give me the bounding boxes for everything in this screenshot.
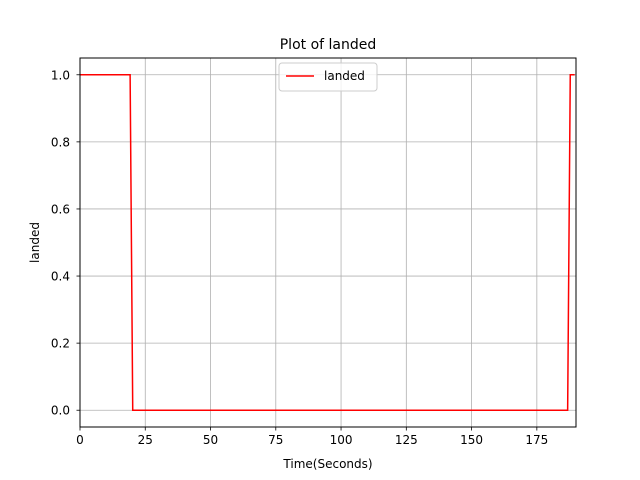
legend-box bbox=[278, 62, 378, 92]
series-line-landed bbox=[80, 74, 575, 411]
y-tick-label: 1.0 bbox=[51, 68, 70, 82]
plot-area bbox=[80, 58, 576, 427]
x-tick-label: 75 bbox=[268, 433, 283, 447]
x-tick-label: 50 bbox=[203, 433, 218, 447]
x-tick-label: 100 bbox=[330, 433, 353, 447]
y-tick-label: 0.4 bbox=[51, 270, 70, 284]
legend-label-landed: landed bbox=[324, 69, 365, 83]
axis-ticks: 0 25 50 75 100 125 150 175 0.0 0.2 0.4 0.6 0.8 1.0 bbox=[51, 68, 548, 447]
x-tick-label: 25 bbox=[138, 433, 153, 447]
x-axis-label: Time(Seconds) bbox=[282, 457, 372, 471]
plot-frame bbox=[79, 57, 577, 428]
legend: landed bbox=[278, 62, 378, 92]
series-layer bbox=[80, 74, 575, 411]
y-tick-label: 0.0 bbox=[51, 404, 70, 418]
y-tick-label: 0.6 bbox=[51, 202, 70, 216]
x-tick-label: 175 bbox=[525, 433, 548, 447]
y-tick-label: 0.8 bbox=[51, 135, 70, 149]
y-tick-label: 0.2 bbox=[51, 337, 70, 351]
x-tick-label: 0 bbox=[76, 433, 84, 447]
x-tick-label: 125 bbox=[395, 433, 418, 447]
x-tick-label: 150 bbox=[460, 433, 483, 447]
chart-title: Plot of landed bbox=[280, 37, 377, 53]
y-axis-label: landed bbox=[28, 222, 42, 263]
